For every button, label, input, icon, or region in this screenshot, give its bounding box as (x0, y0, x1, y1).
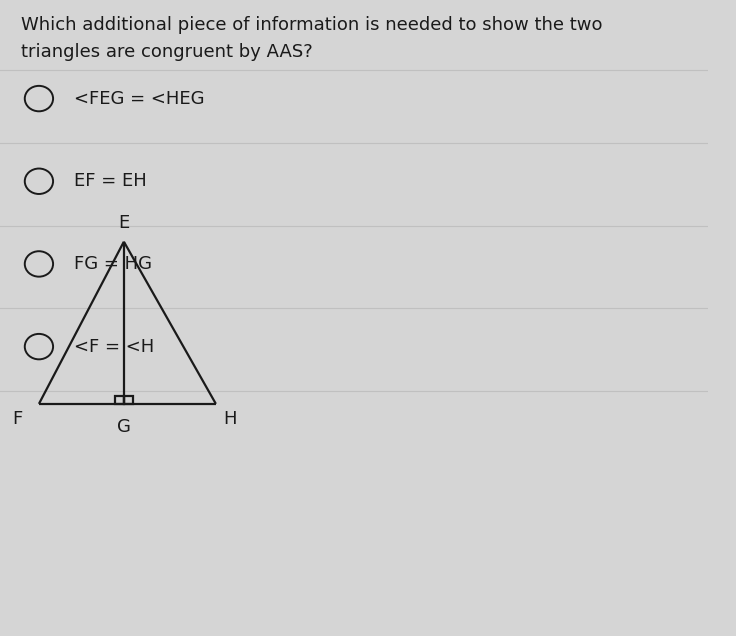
Text: Which additional piece of information is needed to show the two: Which additional piece of information is… (21, 16, 603, 34)
Text: H: H (223, 410, 236, 428)
Text: <F = <H: <F = <H (74, 338, 155, 356)
Text: FG = HG: FG = HG (74, 255, 152, 273)
Text: <FEG = <HEG: <FEG = <HEG (74, 90, 205, 107)
Text: F: F (13, 410, 23, 428)
Text: E: E (118, 214, 130, 232)
Text: triangles are congruent by AAS?: triangles are congruent by AAS? (21, 43, 313, 61)
Text: EF = EH: EF = EH (74, 172, 147, 190)
Text: G: G (117, 418, 131, 436)
